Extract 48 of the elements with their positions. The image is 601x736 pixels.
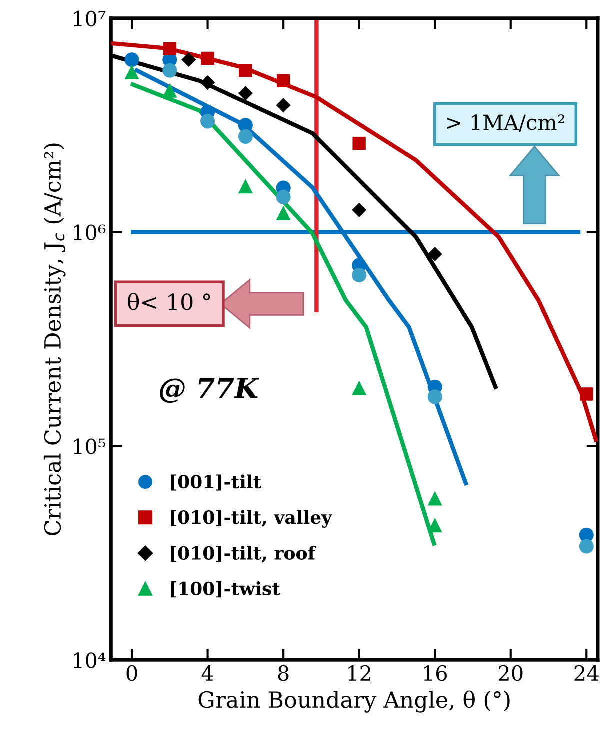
point bbox=[200, 76, 216, 90]
point bbox=[352, 202, 367, 218]
point bbox=[124, 52, 140, 68]
point bbox=[238, 86, 253, 101]
legend-label: [100]-twist bbox=[171, 582, 280, 598]
point bbox=[162, 63, 178, 78]
annotation: θ< 10 ° bbox=[128, 293, 210, 310]
point bbox=[162, 83, 178, 98]
legend-label: [010]-tilt, roof bbox=[171, 546, 317, 563]
y-tick-label: 10⁵ bbox=[74, 438, 106, 454]
point bbox=[238, 179, 253, 194]
y-tick-label: 10⁴ bbox=[74, 652, 106, 668]
point bbox=[428, 491, 442, 506]
point bbox=[276, 190, 291, 204]
y-tick-label: 10⁷ bbox=[74, 10, 106, 27]
point bbox=[352, 380, 367, 396]
point bbox=[200, 114, 216, 129]
point bbox=[352, 268, 367, 283]
point bbox=[238, 129, 253, 144]
point bbox=[428, 390, 442, 404]
x-tick-label: 24 bbox=[574, 665, 599, 681]
point bbox=[579, 539, 594, 554]
point bbox=[201, 52, 214, 66]
point bbox=[276, 206, 291, 220]
x-tick-label: 4 bbox=[202, 665, 214, 681]
x-tick-label: 0 bbox=[126, 665, 138, 682]
x-tick-label: 16 bbox=[424, 665, 448, 682]
x-tick-label: 8 bbox=[278, 665, 289, 682]
annotation: > 1MA/cm² bbox=[447, 114, 564, 132]
point bbox=[239, 64, 252, 78]
x-tick-label: 20 bbox=[499, 665, 523, 682]
point bbox=[428, 246, 442, 262]
x-axis-title: Grain Boundary Angle, θ (°) bbox=[198, 690, 510, 713]
legend-label: [010]-tilt, valley bbox=[171, 510, 333, 528]
point bbox=[352, 136, 366, 150]
point bbox=[428, 518, 442, 533]
x-tick-label: 12 bbox=[348, 665, 371, 681]
point bbox=[276, 98, 291, 113]
line-series bbox=[111, 41, 598, 442]
point bbox=[182, 52, 196, 68]
point bbox=[580, 388, 594, 401]
point bbox=[163, 42, 176, 56]
point bbox=[124, 64, 140, 80]
annotation: @ 77K bbox=[160, 378, 260, 404]
y-tick-label: 10⁶ bbox=[74, 224, 106, 241]
point bbox=[276, 74, 290, 88]
legend-label: [001]-tilt bbox=[171, 474, 262, 491]
y-axis-title: Critical Current Density, J$_{c}$ (A/cm²) bbox=[44, 144, 66, 536]
